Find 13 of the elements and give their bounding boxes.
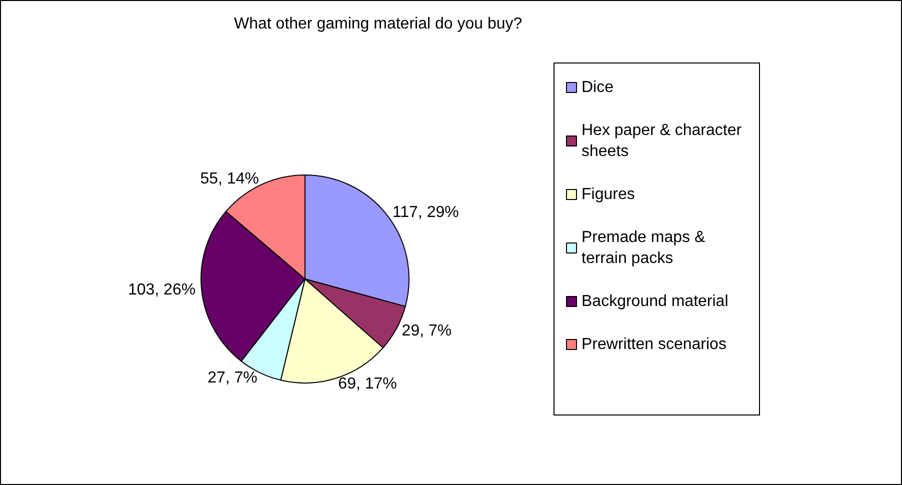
chart-title: What other gaming material do you buy? <box>234 16 522 32</box>
legend-label: Background material <box>582 293 728 310</box>
data-label: 103, 26% <box>128 282 196 299</box>
data-label: 69, 17% <box>338 375 397 392</box>
legend-label: Hex paper & character sheets <box>582 122 746 160</box>
data-label: 117, 29% <box>392 204 459 221</box>
legend-label: Premade maps & terrain packs <box>582 229 710 267</box>
data-label: 29, 7% <box>402 322 452 340</box>
data-label: 27, 7% <box>208 370 258 387</box>
data-label: 55, 14% <box>200 170 259 188</box>
legend-label: Dice <box>582 79 614 96</box>
legend-label: Figures <box>582 186 635 203</box>
legend-label: Prewritten scenarios <box>582 336 726 353</box>
